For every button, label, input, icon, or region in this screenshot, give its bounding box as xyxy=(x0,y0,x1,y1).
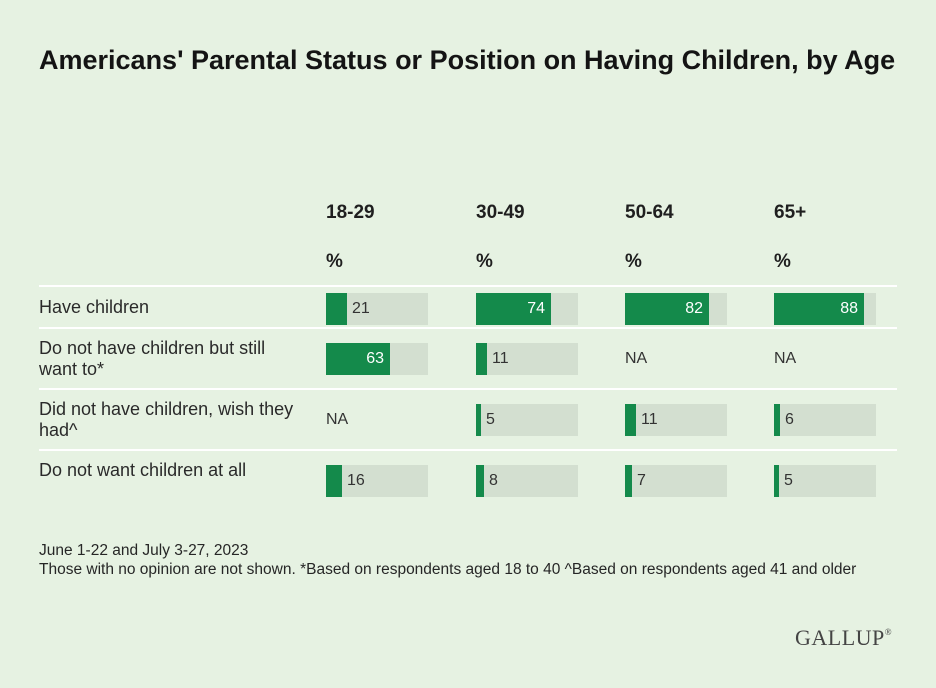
gallup-logo: GALLUP® xyxy=(795,625,892,651)
bar xyxy=(476,343,487,375)
bar xyxy=(476,404,481,436)
column-header-1: 30-49 xyxy=(476,202,525,223)
bar xyxy=(625,465,632,497)
bar xyxy=(774,465,779,497)
bar-track: 21 xyxy=(326,293,428,325)
bar-track: 74 xyxy=(476,293,578,325)
bar-value-label: 11 xyxy=(492,350,509,367)
bar xyxy=(476,293,551,325)
bar-track: 63 xyxy=(326,343,428,375)
bar-track: 11 xyxy=(476,343,578,375)
bar xyxy=(774,293,864,325)
row-label-2: Did not have children, wish they had^ xyxy=(39,399,294,440)
column-unit-1: % xyxy=(476,251,493,272)
bar xyxy=(476,465,484,497)
bar xyxy=(774,404,780,436)
row-divider xyxy=(39,388,897,390)
bar-track: 6 xyxy=(774,404,876,436)
bar-track: 8 xyxy=(476,465,578,497)
bar xyxy=(625,293,709,325)
row-label-0: Have children xyxy=(39,297,150,317)
row-label-1: Do not have children but still want to* xyxy=(39,338,266,379)
bar-track: 88 xyxy=(774,293,876,325)
bar xyxy=(625,404,636,436)
bar-value-label: 21 xyxy=(352,300,370,317)
bar-value-label: 5 xyxy=(784,472,793,489)
row-divider xyxy=(39,449,897,451)
survey-dates: June 1-22 and July 3-27, 2023 xyxy=(39,542,249,559)
row-label-3: Do not want children at all xyxy=(39,460,247,480)
row-divider xyxy=(39,327,897,329)
na-label: NA xyxy=(774,350,797,367)
bar-value-label: 8 xyxy=(489,472,498,489)
bar-track: 7 xyxy=(625,465,727,497)
bar-track: 82 xyxy=(625,293,727,325)
bar-value-label: 5 xyxy=(486,411,495,428)
row-divider xyxy=(39,285,897,287)
column-header-3: 65+ xyxy=(774,202,807,223)
bar-track: 16 xyxy=(326,465,428,497)
bar-value-label: 82 xyxy=(685,300,703,317)
na-label: NA xyxy=(326,411,349,428)
bar-track: 11 xyxy=(625,404,727,436)
chart-title: Americans' Parental Status or Position o… xyxy=(39,45,896,75)
bar-track: 5 xyxy=(476,404,578,436)
bar xyxy=(326,293,347,325)
column-unit-3: % xyxy=(774,251,791,272)
bar-track: 5 xyxy=(774,465,876,497)
bar-value-label: 74 xyxy=(527,300,545,317)
bar-value-label: 63 xyxy=(366,350,384,367)
gallup-logo-text: GALLUP xyxy=(795,625,885,650)
bar-value-label: 88 xyxy=(840,300,858,317)
bar-value-label: 7 xyxy=(637,472,646,489)
bar-value-label: 11 xyxy=(641,411,658,428)
bar-value-label: 6 xyxy=(785,411,794,428)
na-label: NA xyxy=(625,350,648,367)
bar-value-label: 16 xyxy=(347,472,365,489)
footnote-text: Those with no opinion are not shown. *Ba… xyxy=(39,561,857,578)
bar xyxy=(326,343,390,375)
registered-mark: ® xyxy=(884,627,893,637)
column-header-2: 50-64 xyxy=(625,202,674,223)
bar xyxy=(326,465,342,497)
column-unit-0: % xyxy=(326,251,343,272)
column-header-0: 18-29 xyxy=(326,202,375,223)
column-unit-2: % xyxy=(625,251,642,272)
